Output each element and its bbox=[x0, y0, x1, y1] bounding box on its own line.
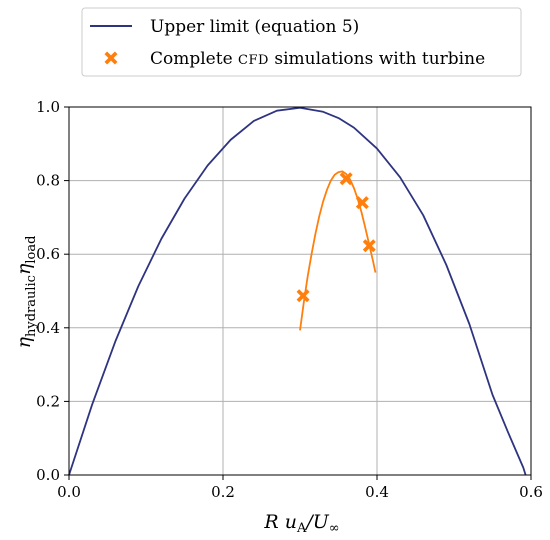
y-axis-label-base2: η bbox=[13, 263, 35, 275]
legend-box bbox=[81, 7, 522, 77]
ticks: 0.0 0.2 0.4 0.6 0.0 0.2 0.4 0.6 0.8 1.0 bbox=[36, 98, 543, 501]
scatter-point bbox=[296, 289, 310, 303]
y-tick-label: 0.4 bbox=[36, 319, 60, 337]
x-axis-label-tail: /U bbox=[304, 511, 329, 533]
scatter-point bbox=[339, 172, 353, 186]
x-tick-label: 0.4 bbox=[365, 483, 389, 501]
legend-label-cfd-main: Complete bbox=[150, 49, 238, 69]
x-tick-label: 0.2 bbox=[211, 483, 235, 501]
legend-label-cfd-tail: simulations with turbine bbox=[269, 49, 485, 69]
series-layer bbox=[68, 106, 527, 476]
scatter-point bbox=[362, 239, 376, 253]
x-tick-label: 0.6 bbox=[519, 483, 543, 501]
x-axis-label-sub: A bbox=[296, 521, 307, 536]
series-line-0 bbox=[68, 106, 527, 476]
y-axis-label: ηhydraulicηload bbox=[13, 236, 39, 349]
x-axis-label-base: R u bbox=[263, 511, 297, 533]
y-tick-label: 0.2 bbox=[36, 392, 60, 410]
scatter-point bbox=[355, 196, 369, 210]
x-tick-label: 0.0 bbox=[57, 483, 81, 501]
legend: Upper limit (equation 5) Complete CFD si… bbox=[81, 7, 522, 77]
legend-swatch-cfd bbox=[104, 51, 118, 65]
svg-text:R uA/U∞: R uA/U∞ bbox=[263, 511, 339, 536]
x-axis-label-tail-sub: ∞ bbox=[329, 521, 340, 536]
y-axis-label-base1: η bbox=[13, 336, 35, 348]
y-tick-label: 0.0 bbox=[36, 466, 60, 484]
y-tick-label: 1.0 bbox=[36, 98, 60, 116]
series-line-1 bbox=[299, 170, 377, 331]
y-tick-label: 0.8 bbox=[36, 172, 60, 190]
x-axis-label: R uA/U∞ bbox=[263, 511, 339, 536]
y-axis-label-sub2: load bbox=[24, 236, 39, 264]
legend-label-cfd: Complete CFD simulations with turbine bbox=[150, 49, 485, 69]
svg-text:ηhydraulicηload: ηhydraulicηload bbox=[13, 236, 39, 349]
y-tick-label: 0.6 bbox=[36, 245, 60, 263]
legend-label-cfd-sc: CFD bbox=[238, 53, 269, 68]
y-axis-label-sub1: hydraulic bbox=[24, 275, 39, 337]
plot-frame bbox=[68, 106, 532, 476]
legend-label-upper-limit: Upper limit (equation 5) bbox=[150, 17, 359, 37]
